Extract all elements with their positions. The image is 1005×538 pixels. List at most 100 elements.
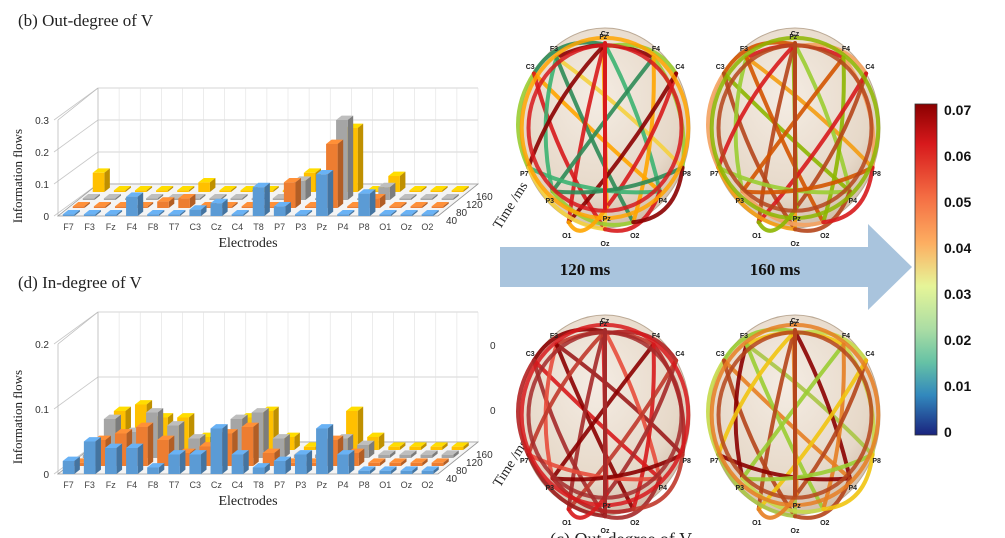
bar-top [357, 440, 375, 445]
electrode-label: P3 [735, 485, 744, 492]
bar-O1-160ms [409, 442, 427, 450]
bar-top [198, 178, 216, 183]
bar-front [430, 446, 443, 450]
electrode-label: P7 [520, 171, 529, 178]
bar-top [430, 186, 448, 191]
bar-front [262, 453, 275, 466]
x-tick-label: Fz [106, 480, 116, 490]
electrode-label: Cz [601, 318, 610, 325]
bar-top [420, 194, 438, 199]
x-tick-label: P4 [337, 222, 348, 232]
y-tick-label: 0 [43, 212, 49, 223]
electrode-label: P4 [659, 198, 668, 205]
bar-front [241, 206, 254, 208]
bar-front [431, 206, 444, 208]
time-tick-label: 40 [446, 216, 458, 227]
time-tick-label: 160 [476, 450, 493, 461]
bar-front [252, 187, 265, 216]
grid-diagonal [53, 87, 99, 121]
bar-front [126, 196, 138, 216]
side-mark-1: 0 [490, 341, 496, 352]
rim-arc [709, 35, 881, 221]
bar-Cz-40ms [210, 424, 228, 474]
x-tick-label: C4 [232, 480, 244, 490]
x-tick-label: F3 [84, 480, 95, 490]
bar-top [177, 413, 195, 418]
bar-top [389, 458, 407, 463]
colorbar-tick-label: 0 [944, 424, 952, 440]
bar-front [210, 428, 223, 474]
bar-side [379, 194, 386, 208]
y-axis-label: Information flows [10, 370, 25, 464]
bar-side [411, 194, 417, 200]
chart-title: (d) In-degree of V [18, 273, 143, 292]
grid-diagonal [53, 311, 99, 345]
bar-front [147, 467, 159, 474]
bar-front [231, 454, 244, 474]
connection-arc [516, 71, 536, 170]
bar-front [316, 428, 328, 474]
bar-side [285, 202, 291, 216]
electrode-label: P8 [682, 458, 691, 465]
bar-side [369, 466, 376, 474]
colorbar-tick-label: 0.07 [944, 102, 971, 118]
bar-side [284, 434, 290, 458]
bar-side [399, 171, 406, 192]
time-tick-label: 80 [456, 208, 468, 219]
connection-arc [821, 165, 875, 225]
colorbar-ticks: 0.07 0.06 0.05 0.04 0.03 0.02 0.01 0 [944, 102, 971, 440]
electrode-label: C3 [526, 64, 535, 71]
bar-front [146, 198, 158, 200]
bar-O2-160ms [451, 442, 469, 450]
time-tick-label: 120 [466, 458, 483, 469]
electrode-label: F4 [842, 46, 850, 53]
bar-O1-80ms [389, 202, 407, 208]
bar-top [316, 170, 334, 175]
x-tick-label: O1 [379, 222, 391, 232]
bar-front [389, 462, 402, 466]
electrode-label: Oz [601, 528, 610, 535]
electrode-label: P7 [710, 458, 719, 465]
bar-top [272, 434, 290, 439]
connectivity-arcs [706, 322, 881, 520]
x-tick-label: Pz [317, 480, 328, 490]
x-tick-label: C3 [189, 480, 201, 490]
bar-top [273, 202, 291, 207]
colorbar-tick-label: 0.05 [944, 194, 971, 210]
bar-side [95, 210, 101, 216]
colorbar-gradient [914, 103, 938, 436]
bar-Oz-80ms [410, 458, 428, 466]
bar-T8-40ms [252, 182, 270, 216]
bar-side [264, 463, 270, 474]
connection-arc [821, 452, 875, 512]
electrode-label: F3 [550, 333, 558, 340]
electrode-label: F3 [550, 46, 558, 53]
colorbar-tick-label: 0.04 [944, 240, 971, 256]
bar-front [273, 206, 286, 216]
bar-side [327, 170, 334, 216]
bar-side [306, 210, 313, 216]
electrode-label: Pz [793, 216, 802, 223]
electrode-label: C4 [675, 351, 684, 358]
bar-side [147, 202, 154, 208]
connection-arc [744, 55, 875, 170]
bar-top [210, 424, 228, 429]
bar-O2-120ms [441, 450, 459, 458]
bar-side [137, 443, 144, 474]
bar-front [272, 438, 285, 458]
bar-side [158, 463, 165, 474]
bar-front [388, 446, 400, 450]
connectivity-arcs [516, 322, 691, 520]
bar-side [443, 458, 449, 466]
time-tick-label: 120 [466, 200, 483, 211]
bar-front [409, 190, 422, 192]
bar-side [146, 186, 153, 192]
bar-front [294, 454, 307, 474]
electrode-label: O1 [562, 233, 571, 240]
bar-front [358, 193, 370, 216]
bar-F4-40ms [126, 192, 144, 216]
electrode-label: P8 [682, 171, 691, 178]
x-tick-label: O2 [421, 480, 433, 490]
bar-side [442, 442, 448, 450]
